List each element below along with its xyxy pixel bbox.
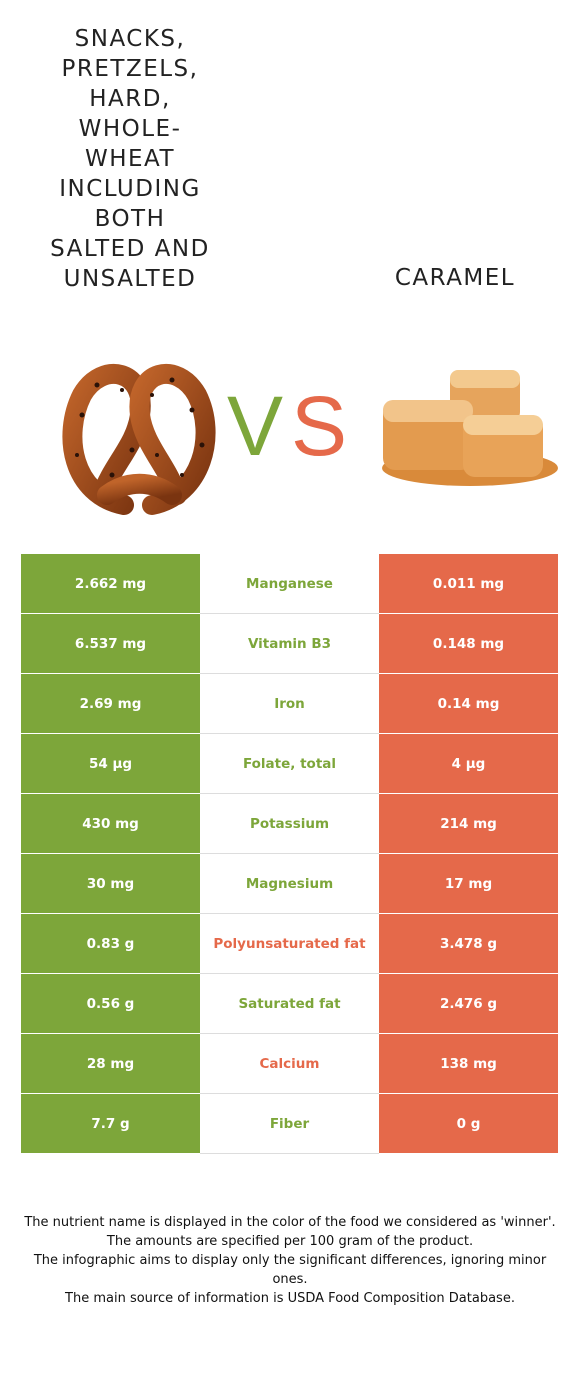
right-value: 4 µg: [379, 733, 558, 794]
vs-label: V S: [227, 380, 347, 470]
left-value: 7.7 g: [21, 1093, 200, 1154]
right-value: 214 mg: [379, 793, 558, 854]
nutrient-name: Vitamin B3: [200, 613, 379, 674]
left-value: 6.537 mg: [21, 613, 200, 674]
right-value: 3.478 g: [379, 913, 558, 974]
left-food-title: SNACKS, PRETZELS, HARD, WHOLE- WHEAT INC…: [50, 26, 210, 292]
left-value: 2.662 mg: [21, 554, 200, 614]
table-row: 2.69 mg Iron 0.14 mg: [21, 673, 558, 734]
footnote-4: The main source of information is USDA F…: [65, 1291, 515, 1306]
nutrient-name: Saturated fat: [200, 973, 379, 1034]
left-value: 28 mg: [21, 1033, 200, 1094]
nutrient-name: Potassium: [200, 793, 379, 854]
table-row: 2.662 mg Manganese 0.011 mg: [21, 554, 558, 614]
footnote-3: The infographic aims to display only the…: [33, 1253, 547, 1287]
right-value: 0.148 mg: [379, 613, 558, 674]
footnotes: The nutrient name is displayed in the co…: [20, 1213, 560, 1308]
left-value: 0.56 g: [21, 973, 200, 1034]
right-food-title: Caramel: [394, 265, 516, 291]
table-row: 430 mg Potassium 214 mg: [21, 793, 558, 854]
nutrient-name: Calcium: [200, 1033, 379, 1094]
comparison-table: 2.662 mg Manganese 0.011 mg 6.537 mg Vitamin…: [21, 554, 558, 1154]
right-value: 17 mg: [379, 853, 558, 914]
table-row: 6.537 mg Vitamin B3 0.148 mg: [21, 613, 558, 674]
left-value: 430 mg: [21, 793, 200, 854]
right-value: 0.011 mg: [379, 554, 558, 614]
left-value: 30 mg: [21, 853, 200, 914]
nutrient-name: Manganese: [200, 554, 379, 614]
nutrient-name: Magnesium: [200, 853, 379, 914]
right-value: 2.476 g: [379, 973, 558, 1034]
table-row: 28 mg Calcium 138 mg: [21, 1033, 558, 1094]
table-row: 30 mg Magnesium 17 mg: [21, 853, 558, 914]
right-value: 138 mg: [379, 1033, 558, 1094]
left-value: 2.69 mg: [21, 673, 200, 734]
nutrient-name: Iron: [200, 673, 379, 734]
footnote-1: The nutrient name is displayed in the co…: [24, 1215, 556, 1230]
pretzel-image: [62, 364, 216, 515]
nutrient-name: Folate, total: [200, 733, 379, 794]
nutrient-name: Polyunsaturated fat: [200, 913, 379, 974]
vs-letter-v: V: [227, 380, 283, 470]
footnote-2: The amounts are specified per 100 gram o…: [106, 1234, 474, 1249]
table-row: 0.83 g Polyunsaturated fat 3.478 g: [21, 913, 558, 974]
table-row: 0.56 g Saturated fat 2.476 g: [21, 973, 558, 1034]
vs-letter-s: S: [291, 380, 347, 470]
left-value: 0.83 g: [21, 913, 200, 974]
caramel-image: [382, 370, 558, 486]
right-value: 0.14 mg: [379, 673, 558, 734]
table-row: 7.7 g Fiber 0 g: [21, 1093, 558, 1154]
left-value: 54 µg: [21, 733, 200, 794]
right-value: 0 g: [379, 1093, 558, 1154]
nutrient-name: Fiber: [200, 1093, 379, 1154]
table-row: 54 µg Folate, total 4 µg: [21, 733, 558, 794]
